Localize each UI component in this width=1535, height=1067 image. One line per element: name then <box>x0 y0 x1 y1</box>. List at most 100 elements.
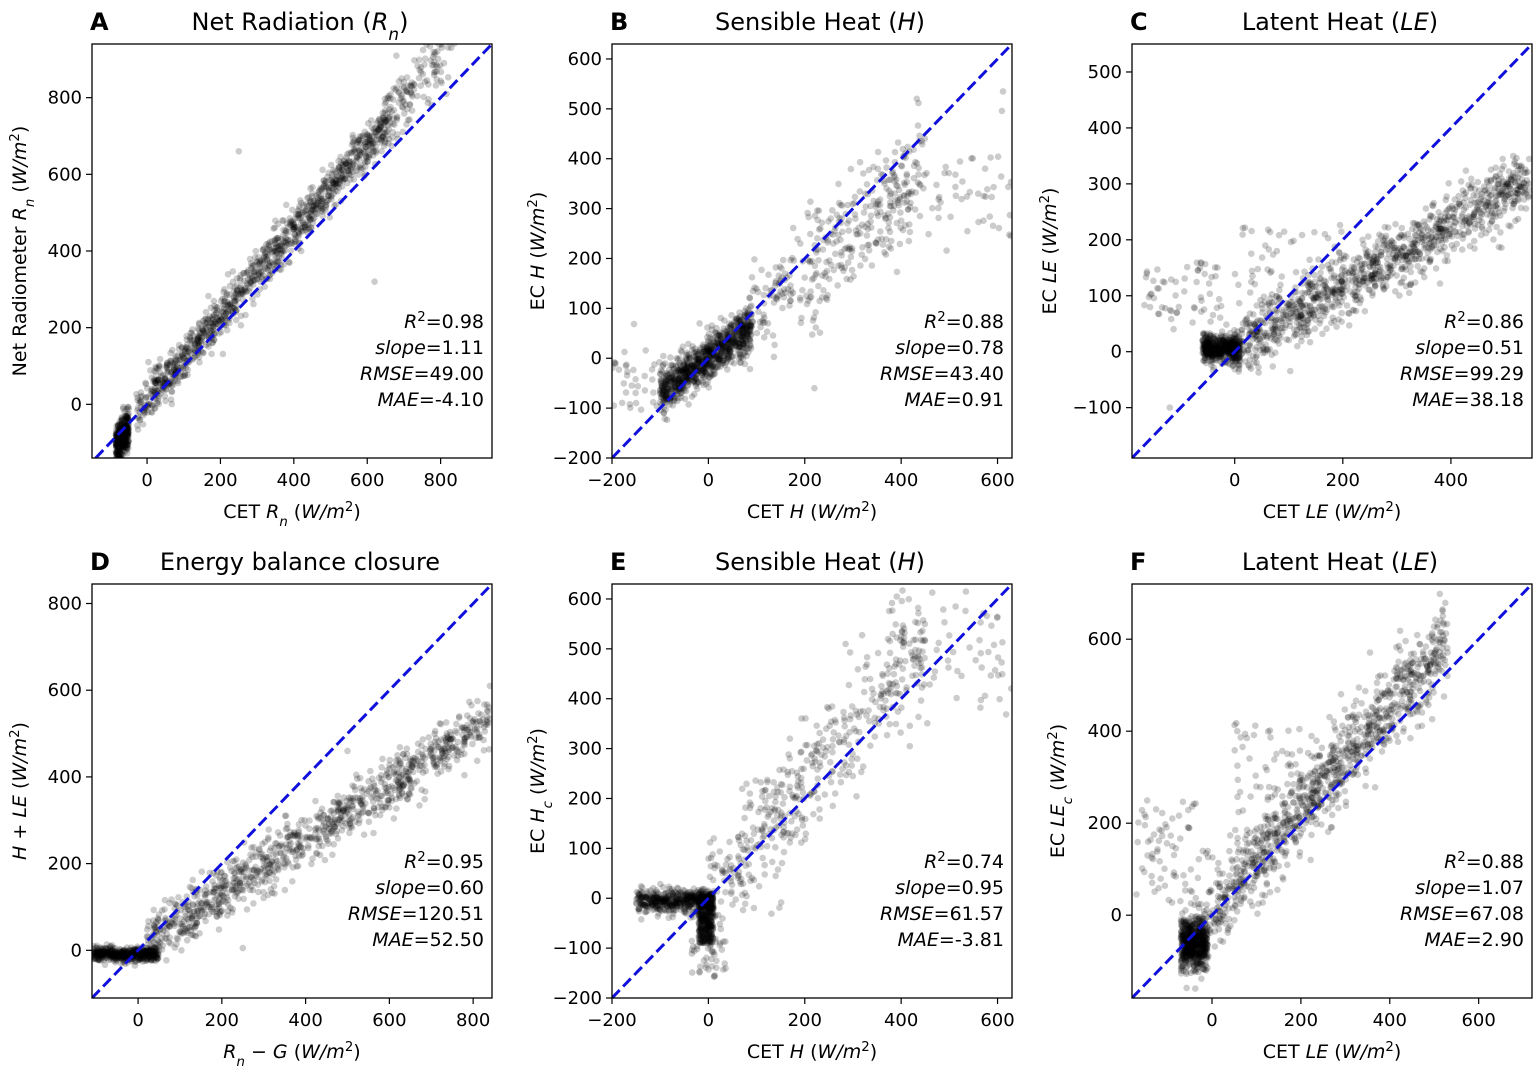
data-point <box>393 114 401 122</box>
data-point <box>385 92 393 100</box>
data-point <box>1500 183 1507 190</box>
data-point <box>247 265 255 272</box>
data-point <box>678 389 685 397</box>
data-point <box>438 79 446 87</box>
data-point <box>858 251 865 258</box>
data-point <box>329 186 336 194</box>
data-point <box>112 454 120 458</box>
data-point <box>705 330 713 338</box>
data-point <box>125 410 132 418</box>
panel-b: −200 0 200 400 600−200−100010020030040050060… <box>526 8 1015 523</box>
y-tick-label: 0 <box>71 394 82 415</box>
data-point <box>117 437 124 445</box>
data-point <box>204 316 212 324</box>
data-point <box>442 13 449 20</box>
data-point <box>121 437 128 444</box>
data-point <box>659 382 666 390</box>
data-point <box>119 441 127 449</box>
data-point <box>663 380 671 388</box>
data-point <box>282 229 289 237</box>
data-point <box>672 375 680 383</box>
data-point <box>431 68 439 75</box>
data-point <box>1462 167 1470 174</box>
data-point <box>435 37 442 44</box>
data-point <box>380 114 387 122</box>
data-point <box>665 377 672 385</box>
data-point <box>1217 302 1225 310</box>
data-point <box>450 32 457 39</box>
data-point <box>336 167 344 174</box>
data-point <box>824 239 831 246</box>
data-point <box>350 176 358 183</box>
data-point <box>381 116 389 124</box>
data-point <box>116 433 123 441</box>
data-point <box>708 326 716 334</box>
data-point <box>142 394 150 402</box>
data-point <box>120 443 128 450</box>
data-point <box>364 148 372 155</box>
y-tick-label: 300 <box>1088 174 1122 195</box>
data-point <box>649 376 656 383</box>
data-point <box>715 331 723 339</box>
data-point <box>349 161 357 169</box>
data-point <box>618 399 626 407</box>
data-point <box>730 322 738 330</box>
data-point <box>1495 176 1503 184</box>
data-point <box>201 315 209 323</box>
data-point <box>117 450 124 458</box>
data-point <box>741 344 748 351</box>
data-point <box>1497 229 1504 236</box>
data-point <box>403 121 410 128</box>
data-point <box>738 333 746 340</box>
data-point <box>657 370 664 378</box>
data-point <box>698 369 705 376</box>
data-point <box>656 370 664 378</box>
data-point <box>827 215 834 222</box>
data-point <box>692 376 700 384</box>
data-point <box>434 63 441 70</box>
data-point <box>887 190 895 197</box>
data-point <box>714 351 721 359</box>
data-point <box>343 154 350 161</box>
data-point <box>304 194 311 202</box>
data-point <box>741 324 749 332</box>
data-point <box>237 286 245 294</box>
data-point <box>844 220 851 227</box>
data-point <box>232 293 240 301</box>
data-point <box>663 416 671 424</box>
data-point <box>304 219 311 226</box>
data-point <box>661 382 669 390</box>
data-point <box>162 397 169 405</box>
data-point <box>740 322 748 329</box>
data-point <box>706 374 713 381</box>
data-point <box>693 351 700 358</box>
data-point <box>920 185 927 192</box>
data-point <box>725 346 733 353</box>
data-point <box>118 437 125 445</box>
data-point <box>234 295 241 303</box>
data-point <box>119 447 126 455</box>
data-point <box>120 443 127 451</box>
data-point <box>377 122 384 129</box>
data-point <box>271 252 279 260</box>
data-point <box>319 212 327 220</box>
data-point <box>181 372 189 379</box>
data-point <box>348 141 356 148</box>
data-point <box>860 170 867 177</box>
data-point <box>1437 224 1445 232</box>
data-point <box>704 333 711 341</box>
data-point <box>703 344 710 352</box>
data-point <box>746 321 754 329</box>
data-point <box>188 329 196 337</box>
data-point <box>343 164 351 172</box>
data-point <box>729 332 737 339</box>
data-point <box>222 310 230 317</box>
data-point <box>1173 309 1181 316</box>
data-point <box>147 387 155 395</box>
data-point <box>145 358 152 366</box>
data-point <box>278 250 285 258</box>
data-point <box>709 362 717 370</box>
data-point <box>676 373 683 381</box>
data-point <box>115 434 122 442</box>
